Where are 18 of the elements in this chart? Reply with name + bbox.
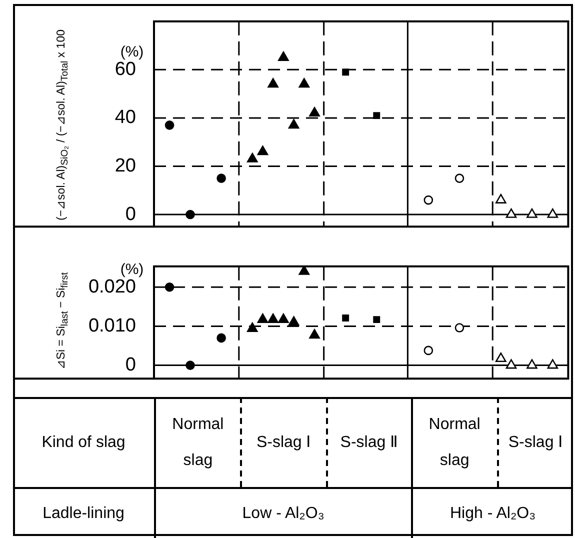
y-tick-label: 60	[114, 58, 136, 80]
text: Normal slag	[154, 397, 240, 487]
text: High - Al₂O₃	[410, 487, 573, 538]
y-tick-label: 0	[125, 204, 136, 225]
text: S-slag Ⅱ	[326, 397, 411, 487]
y-tick-label: 40	[114, 107, 136, 128]
text: Low - Al₂O₃	[154, 487, 411, 538]
text: (%)	[120, 43, 144, 60]
text: S-slag Ⅰ	[240, 397, 326, 487]
text: Ladle-lining	[13, 487, 154, 538]
text: Kind of slag	[13, 397, 154, 487]
text: (%)	[120, 260, 144, 278]
y-tick-label: 0	[125, 354, 136, 376]
text: Normal slag	[410, 397, 497, 487]
y-tick-label: 0.020	[88, 276, 136, 298]
y-tick-label: 20	[114, 155, 136, 176]
text: S-slag Ⅰ	[496, 397, 573, 487]
y-tick-label: 0.010	[88, 315, 136, 336]
